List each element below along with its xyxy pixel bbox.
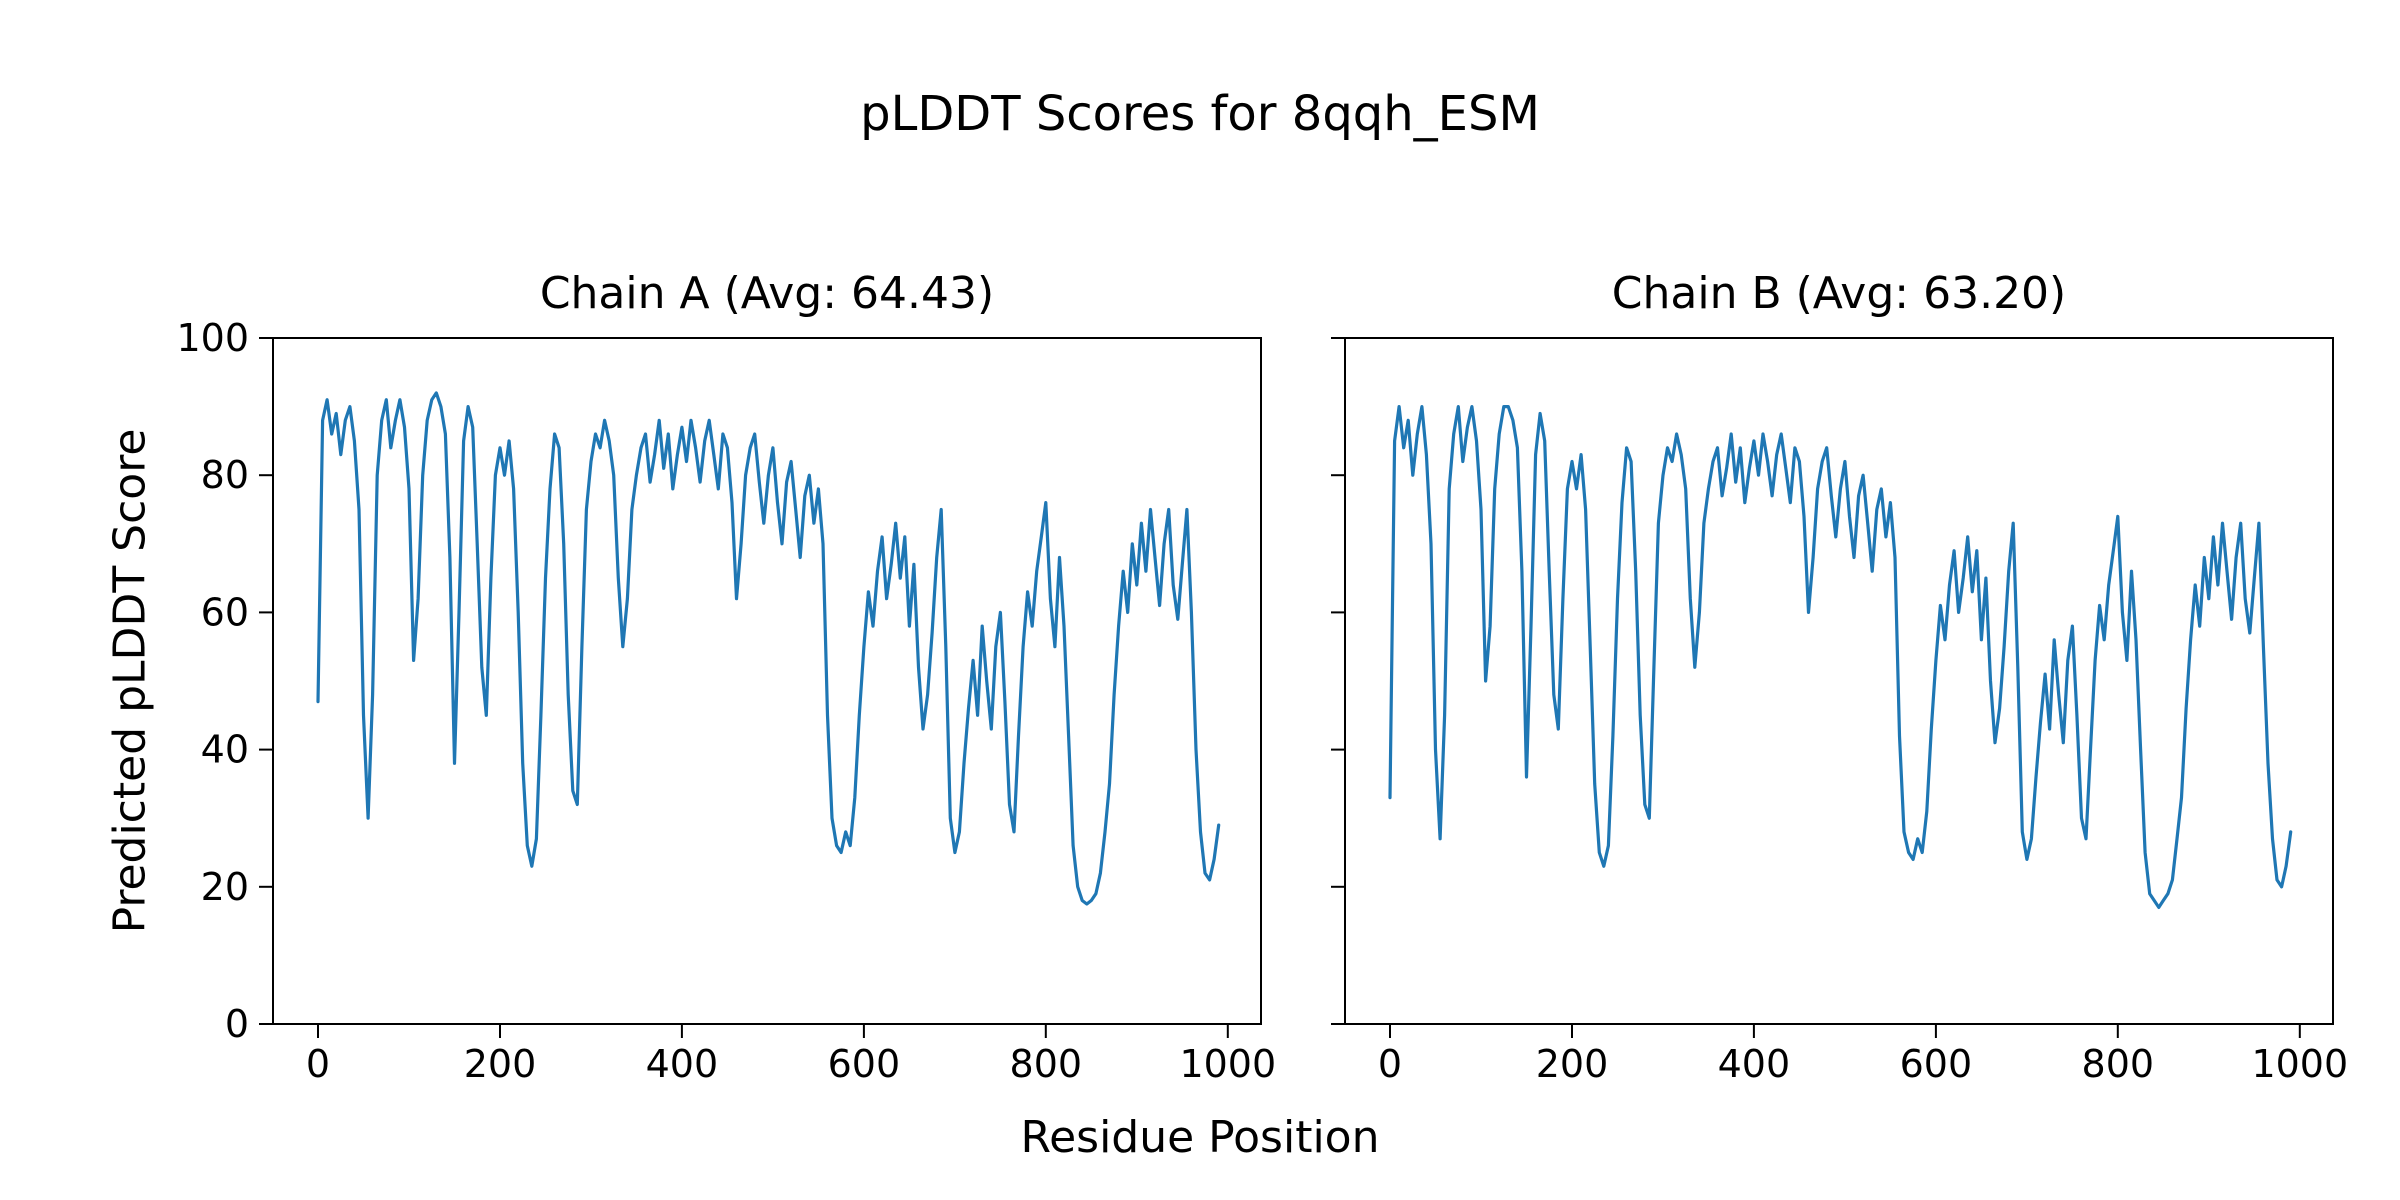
subplot-title-chain-a: Chain A (Avg: 64.43)	[539, 268, 995, 319]
x-tick-label: 800	[2082, 1042, 2155, 1086]
y-tick-label: 60	[201, 590, 249, 634]
subplot-title-chain-b: Chain B (Avg: 63.20)	[1611, 268, 2067, 319]
axes-chain-a: 0 200 400 600 800 1000 0 20 40 60 80 100	[176, 316, 1276, 1086]
y-tick-label: 20	[201, 865, 249, 909]
y-axis-label: Predicted pLDDT Score	[104, 428, 156, 934]
axes-frame	[272, 337, 1262, 1025]
x-tick-label: 600	[1900, 1042, 1973, 1086]
plddt-line-chain-a	[316, 391, 1221, 906]
x-tick-label: 600	[828, 1042, 901, 1086]
x-tick-label: 0	[1378, 1042, 1402, 1086]
x-tick-label: 800	[1010, 1042, 1083, 1086]
x-tick-label: 1000	[2251, 1042, 2348, 1086]
x-tick-label: 200	[1536, 1042, 1609, 1086]
plddt-line-chain-b	[1388, 404, 2293, 910]
x-tick-label: 400	[1718, 1042, 1791, 1086]
subplot-chain-b: Chain B (Avg: 63.20) 0 200 400 600 800 1000	[1331, 272, 2348, 1086]
x-tick-label: 0	[306, 1042, 330, 1086]
x-tick-label: 400	[646, 1042, 719, 1086]
y-tick-label: 0	[225, 1002, 249, 1046]
y-tick-label: 80	[201, 453, 249, 497]
axes-chain-b: 0 200 400 600 800 1000	[1331, 337, 2348, 1086]
x-axis-label: Residue Position	[1020, 1112, 1380, 1163]
figure-title: pLDDT Scores for 8qqh_ESM	[860, 86, 1540, 142]
axes-frame	[1344, 337, 2334, 1025]
x-tick-label: 200	[464, 1042, 537, 1086]
x-tick-label: 1000	[1179, 1042, 1276, 1086]
subplot-chain-a: Chain A (Avg: 64.43) 0 200 400 600 800 1000 0 2…	[176, 272, 1276, 1087]
y-tick-label: 100	[176, 316, 249, 360]
y-tick-label: 40	[201, 728, 249, 772]
